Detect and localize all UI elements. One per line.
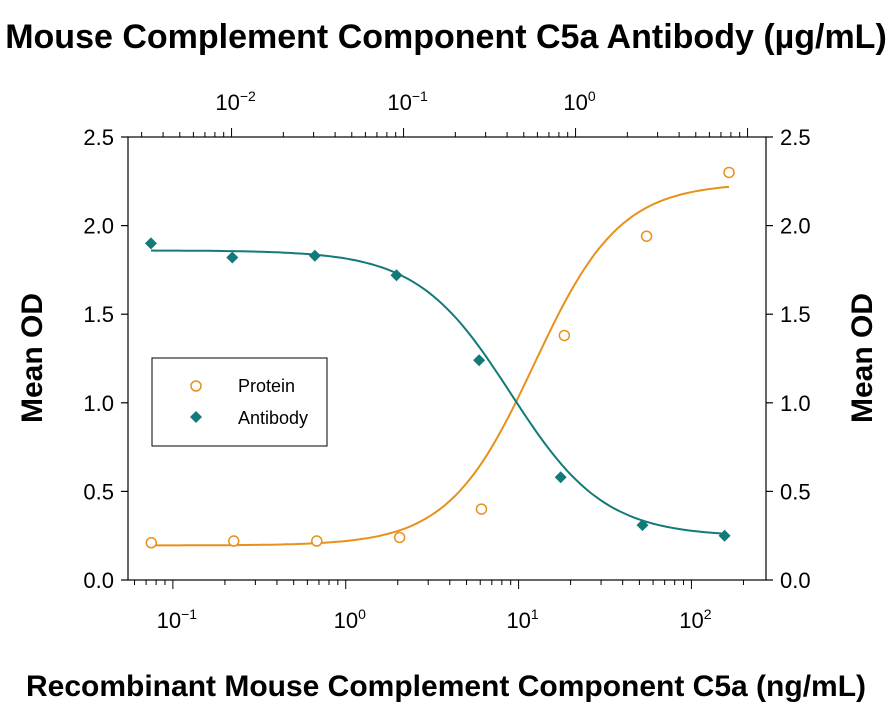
y-tick-label-right: 1.0 (780, 391, 811, 416)
y-tick-label-left: 0.5 (83, 479, 114, 504)
y-axis-label-right: Mean OD (846, 293, 879, 423)
protein-point (393, 531, 406, 544)
y-tick-label-left: 1.5 (83, 302, 114, 327)
antibody-point (226, 251, 239, 264)
protein-point (475, 503, 488, 515)
x-tick-label-bottom: 102 (679, 606, 711, 633)
antibody-fit-curve (150, 249, 725, 535)
protein-point (640, 230, 653, 242)
protein-point (145, 537, 158, 549)
y-tick-label-left: 2.0 (83, 214, 114, 239)
x-tick-label-bottom: 101 (506, 606, 538, 633)
fit-curves (150, 185, 730, 547)
tick-layer: 0.0 0.0 0.5 0.5 1.0 1.0 1.5 1.5 2.0 2.0 2.5 2.5 10−1… (83, 88, 810, 633)
chart-title: Mouse Complement Component C5a Antibody … (5, 18, 887, 56)
legend-antibody-label: Antibody (238, 408, 308, 428)
y-axis-label-left: Mean OD (16, 293, 49, 423)
y-tick-label-right: 1.5 (780, 302, 811, 327)
x-tick-label-top: 100 (563, 88, 595, 115)
antibody-point (718, 529, 731, 542)
legend-protein-label: Protein (238, 376, 295, 396)
legend-box (151, 357, 328, 447)
protein-point (558, 329, 571, 342)
antibody-point (636, 519, 649, 532)
y-tick-label-left: 1.0 (83, 391, 114, 416)
antibody-point (473, 354, 486, 367)
antibody-point (390, 269, 403, 282)
antibody-point (308, 249, 321, 262)
y-tick-label-right: 2.5 (780, 125, 811, 150)
antibody-point (554, 471, 567, 484)
x-tick-label-bottom: 100 (334, 606, 366, 633)
y-tick-label-left: 2.5 (83, 125, 114, 150)
plot-frame (127, 136, 767, 581)
protein-point (311, 535, 323, 547)
y-tick-label-right: 2.0 (780, 214, 811, 239)
data-points (144, 166, 735, 549)
y-tick-label-left: 0.0 (83, 568, 114, 593)
y-tick-label-right: 0.0 (780, 568, 811, 593)
legend: Protein Antibody (151, 357, 328, 447)
protein-fit-curve (151, 185, 730, 547)
protein-point (228, 535, 240, 547)
y-tick-label-right: 0.5 (780, 479, 811, 504)
x-tick-label-top: 10−1 (387, 88, 428, 115)
protein-point (723, 166, 735, 179)
x-tick-label-bottom: 10−1 (157, 606, 198, 633)
x-tick-label-top: 10−2 (215, 88, 256, 115)
antibody-point (144, 237, 157, 250)
legend-antibody-marker (190, 411, 202, 423)
x-axis-label: Recombinant Mouse Complement Component C… (26, 670, 866, 703)
legend-protein-marker (190, 380, 202, 392)
